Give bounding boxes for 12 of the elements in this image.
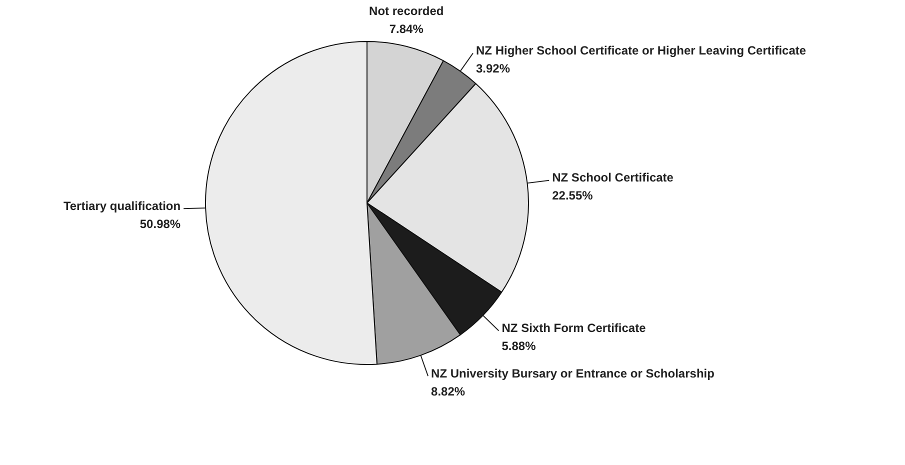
data-label: 5.88% (502, 339, 536, 354)
data-label: 7.84% (389, 22, 424, 36)
slice-label: NZ School Certificate (552, 170, 674, 185)
slice-label: NZ Sixth Form Certificate (502, 321, 646, 336)
slice-label: Tertiary qualification (63, 198, 181, 213)
slice-label: Not recorded (369, 4, 444, 18)
data-label: 3.92% (476, 62, 510, 76)
slice-label: NZ University Bursary or Entrance or Scholarship (431, 366, 714, 380)
data-label: 50.98% (140, 216, 181, 231)
slice-label: NZ Higher School Certificate or Higher Leaving Certificate (476, 44, 806, 58)
data-label: 8.82% (431, 384, 466, 398)
data-label: 22.55% (552, 188, 594, 203)
